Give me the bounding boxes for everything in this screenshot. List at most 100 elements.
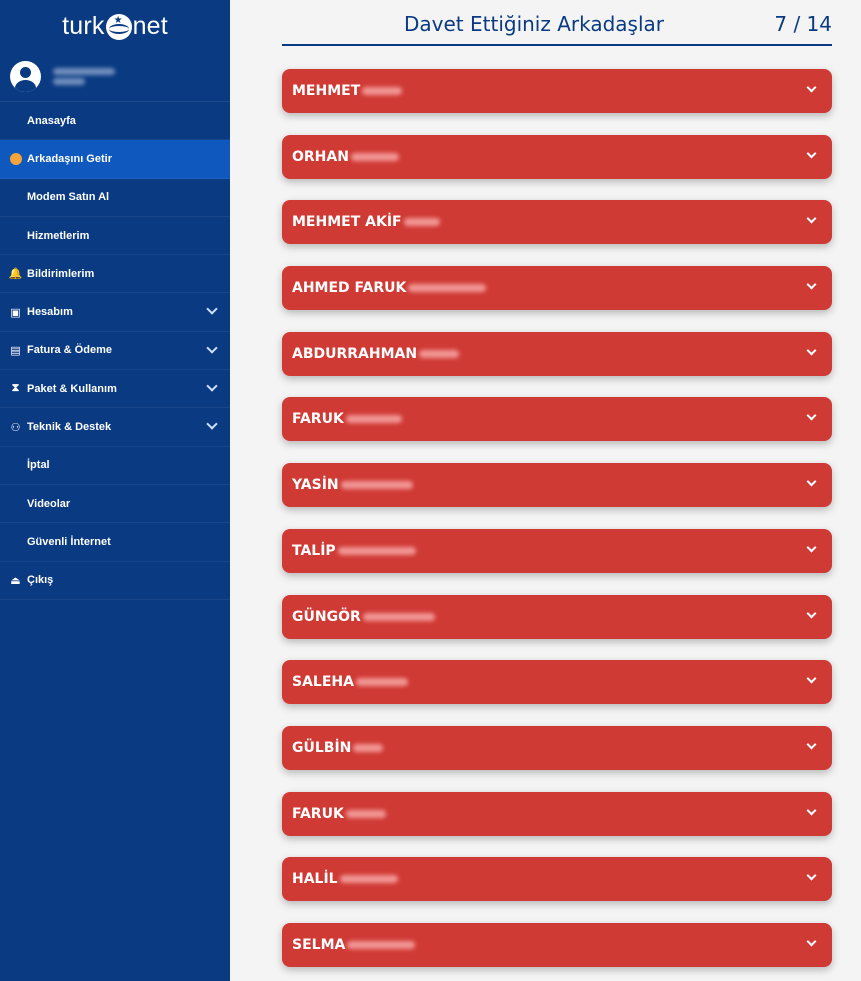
sidebar-item-label: Güvenli İnternet: [27, 535, 111, 548]
sidebar-item-label: Anasayfa: [27, 114, 76, 127]
friend-name: GÜNGÖR: [292, 608, 361, 625]
sidebar-item-1[interactable]: Arkadaşını Getir: [0, 140, 230, 179]
sidebar-item-5[interactable]: ▣ Hesabım: [0, 293, 230, 332]
friend-surname-redacted: [362, 612, 435, 621]
sidebar-item-label: İptal: [27, 459, 50, 472]
friend-name: HALİL: [292, 871, 338, 888]
friend-card[interactable]: SALEHA: [282, 660, 832, 705]
users-icon: ⚇: [10, 421, 21, 434]
friend-card[interactable]: GÜLBİN: [282, 725, 832, 770]
chevron-down-icon: [206, 342, 218, 354]
sidebar-item-9[interactable]: İptal: [0, 447, 230, 485]
user-name-redacted: [53, 68, 115, 75]
sidebar-item-label: Paket & Kullanım: [27, 382, 117, 395]
friend-card[interactable]: GÜNGÖR: [282, 594, 832, 639]
page-title: Davet Ettiğiniz Arkadaşlar: [404, 12, 665, 36]
chevron-down-icon[interactable]: [806, 805, 817, 816]
sidebar-item-label: Modem Satın Al: [27, 191, 110, 204]
sidebar-item-label: Videolar: [27, 497, 71, 510]
friend-card[interactable]: MEHMET AKİF: [282, 200, 832, 245]
sidebar-item-8[interactable]: ⚇ Teknik & Destek: [0, 408, 230, 447]
friend-surname-redacted: [339, 875, 398, 884]
sidebar-item-4[interactable]: 🔔 Bildirimlerim: [0, 255, 230, 294]
friend-surname-redacted: [353, 743, 384, 752]
sidebar-item-0[interactable]: Anasayfa: [0, 102, 230, 141]
sidebar-item-10[interactable]: Videolar: [0, 485, 230, 524]
friend-card[interactable]: ABDURRAHMAN: [282, 331, 832, 376]
friend-surname-redacted: [345, 415, 402, 424]
friend-surname-redacted: [340, 481, 413, 490]
friend-card[interactable]: YASİN: [282, 463, 832, 508]
friend-name: SELMA: [292, 936, 346, 953]
friend-surname-redacted: [350, 152, 399, 161]
friend-surname-redacted: [419, 349, 460, 358]
friend-surname-redacted: [345, 809, 386, 818]
chevron-down-icon[interactable]: [806, 476, 817, 487]
chevron-down-icon[interactable]: [806, 936, 817, 947]
sidebar-item-11[interactable]: Güvenli İnternet: [0, 523, 230, 562]
logo-text-right: net: [132, 11, 168, 40]
sidebar: turknet Anasayfa Arkadaşını Getir Modem Sa…: [0, 0, 230, 981]
friend-surname-redacted: [355, 678, 408, 687]
friend-surname-redacted: [337, 546, 416, 555]
chevron-down-icon: [206, 303, 218, 316]
friends-list: MEHMET ORHAN MEHMET AKİF AHMED FARUK ABDURRA…: [282, 69, 832, 981]
chevron-down-icon[interactable]: [806, 739, 817, 750]
sidebar-item-label: Hesabım: [27, 306, 73, 319]
sidebar-item-3[interactable]: Hizmetlerim: [0, 217, 230, 256]
friend-card[interactable]: AHMED FARUK: [282, 266, 832, 311]
sidebar-item-label: Fatura & Ödeme: [27, 344, 112, 357]
friend-name: MEHMET: [292, 83, 361, 99]
chevron-down-icon[interactable]: [806, 279, 817, 290]
sidebar-item-6[interactable]: ▤ Fatura & Ödeme: [0, 332, 230, 371]
friend-name: MEHMET AKİF: [292, 214, 402, 231]
friend-name: ORHAN: [292, 148, 349, 165]
friend-name: AHMED FARUK: [292, 280, 407, 297]
hourglass-icon: ⧗: [11, 382, 20, 395]
sidebar-item-label: Arkadaşını Getir: [27, 152, 112, 165]
chevron-down-icon[interactable]: [806, 82, 817, 93]
logo-text-left: turk: [62, 11, 105, 40]
chevron-down-icon[interactable]: [806, 673, 817, 684]
invite-count: 7 / 14: [774, 12, 832, 36]
friend-card[interactable]: FARUK: [282, 397, 832, 442]
id-card-icon: ▣: [10, 306, 21, 319]
friend-name: SALEHA: [292, 674, 354, 691]
user-id-redacted: [53, 78, 85, 85]
user-profile[interactable]: [0, 52, 230, 102]
sidebar-item-7[interactable]: ⧗ Paket & Kullanım: [0, 370, 230, 409]
globe-icon: [105, 14, 132, 40]
friend-name: FARUK: [292, 805, 344, 822]
friend-surname-redacted: [403, 218, 440, 227]
sidebar-item-2[interactable]: Modem Satın Al: [0, 179, 230, 217]
user-info: [53, 65, 115, 88]
chevron-down-icon[interactable]: [806, 148, 817, 159]
friend-surname-redacted: [347, 940, 416, 949]
sidebar-menu: Anasayfa Arkadaşını Getir Modem Satın Al Hi…: [0, 102, 230, 600]
friend-card[interactable]: FARUK: [282, 791, 832, 836]
friend-card[interactable]: HALİL: [282, 857, 832, 902]
chevron-down-icon[interactable]: [806, 542, 817, 553]
friend-surname-redacted: [362, 87, 403, 95]
orange-dot-icon: [9, 152, 22, 165]
chevron-down-icon[interactable]: [806, 213, 817, 224]
sidebar-item-12[interactable]: ⏏ Çıkış: [0, 562, 230, 600]
friend-surname-redacted: [408, 284, 487, 293]
main-content: Davet Ettiğiniz Arkadaşlar 7 / 14 MEHMET…: [282, 0, 832, 967]
friend-card[interactable]: SELMA: [282, 922, 832, 967]
friend-card[interactable]: MEHMET: [282, 69, 832, 113]
friend-card[interactable]: TALİP: [282, 528, 832, 573]
user-avatar-icon: [10, 61, 41, 92]
sidebar-item-label: Bildirimlerim: [27, 267, 95, 280]
receipt-icon: ▤: [10, 344, 21, 357]
chevron-down-icon: [206, 380, 218, 392]
chevron-down-icon[interactable]: [806, 345, 817, 356]
friend-name: GÜLBİN: [292, 739, 352, 756]
chevron-down-icon[interactable]: [806, 870, 817, 881]
bell-icon: 🔔: [8, 268, 23, 281]
chevron-down-icon[interactable]: [806, 410, 817, 421]
chevron-down-icon[interactable]: [806, 608, 817, 618]
friend-name: FARUK: [292, 411, 344, 428]
friend-card[interactable]: ORHAN: [282, 134, 832, 179]
turknet-logo[interactable]: turknet: [0, 0, 230, 52]
